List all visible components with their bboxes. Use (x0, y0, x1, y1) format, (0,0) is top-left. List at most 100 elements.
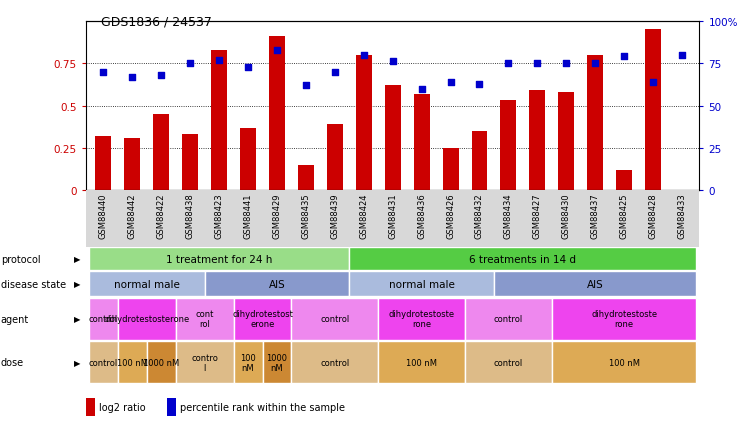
Point (444, 79, 456, 86)
Text: dihydrotestost
erone: dihydrotestost erone (232, 309, 293, 329)
Bar (530, 91, 545, 191)
Bar (118, 342, 147, 383)
Text: 6 treatments in 14 d: 6 treatments in 14 d (470, 254, 577, 264)
Bar (86, 398, 95, 416)
Bar (89, 298, 118, 340)
Point (97, 69, 109, 76)
Bar (233, 342, 263, 383)
Text: protocol: protocol (1, 254, 40, 264)
Bar (89, 272, 205, 297)
Text: GSM88438: GSM88438 (186, 193, 194, 238)
Text: control: control (494, 315, 523, 323)
Text: control: control (89, 315, 118, 323)
Bar (263, 342, 292, 383)
Text: cont
rol: cont rol (195, 309, 214, 329)
Text: GSM88440: GSM88440 (99, 193, 108, 238)
Point (416, 86, 428, 93)
Text: GSM88436: GSM88436 (417, 193, 426, 238)
Point (531, 60, 543, 67)
Bar (183, 135, 198, 191)
Point (647, 79, 659, 86)
Point (560, 60, 572, 67)
Bar (443, 148, 459, 191)
Text: ▶: ▶ (74, 315, 80, 323)
Bar (414, 95, 429, 191)
Text: 100 nM: 100 nM (117, 358, 148, 367)
Bar (465, 298, 552, 340)
Point (271, 47, 283, 54)
Point (156, 72, 168, 79)
Point (329, 69, 341, 76)
Text: contro
l: contro l (191, 353, 218, 372)
Point (503, 60, 515, 67)
Bar (205, 272, 349, 297)
Text: AIS: AIS (587, 279, 604, 289)
Text: GSM88430: GSM88430 (562, 193, 571, 238)
Point (589, 60, 601, 67)
Text: GSM88424: GSM88424 (359, 193, 368, 238)
Bar (89, 342, 118, 383)
Bar (645, 30, 661, 191)
Text: GSM88426: GSM88426 (446, 193, 455, 238)
Bar (552, 342, 696, 383)
Text: GSM88437: GSM88437 (591, 193, 600, 238)
Text: 100 nM: 100 nM (609, 358, 640, 367)
Bar (176, 342, 233, 383)
Bar (384, 86, 401, 191)
Bar (471, 132, 488, 191)
Text: GDS1836 / 24537: GDS1836 / 24537 (101, 15, 212, 28)
Bar (378, 342, 465, 383)
Point (358, 52, 370, 59)
Text: ▶: ▶ (74, 255, 80, 264)
Text: GSM88442: GSM88442 (128, 193, 137, 238)
Point (242, 64, 254, 71)
Point (676, 52, 688, 59)
Bar (587, 56, 603, 191)
Bar (124, 138, 141, 191)
Text: GSM88429: GSM88429 (272, 193, 281, 238)
Text: GSM88427: GSM88427 (533, 193, 542, 238)
Text: control: control (320, 315, 349, 323)
Bar (616, 171, 632, 191)
Text: normal male: normal male (114, 279, 180, 289)
Text: control: control (494, 358, 523, 367)
Text: percentile rank within the sample: percentile rank within the sample (180, 402, 345, 412)
Text: GSM88433: GSM88433 (678, 193, 687, 238)
Text: GSM88441: GSM88441 (244, 193, 253, 238)
Bar (552, 298, 696, 340)
Text: disease state: disease state (1, 279, 66, 289)
Bar (378, 298, 465, 340)
Text: GSM88428: GSM88428 (649, 193, 657, 238)
Point (213, 57, 225, 64)
Bar (327, 125, 343, 191)
Text: 1000
nM: 1000 nM (266, 353, 287, 372)
Text: agent: agent (1, 314, 29, 324)
Bar (349, 248, 696, 271)
Bar (176, 298, 233, 340)
Bar (269, 37, 285, 191)
Bar (153, 115, 169, 191)
Point (126, 74, 138, 81)
Bar (89, 248, 349, 271)
Text: 1 treatment for 24 h: 1 treatment for 24 h (166, 254, 272, 264)
Text: log2 ratio: log2 ratio (99, 402, 146, 412)
Text: 1000 nM: 1000 nM (143, 358, 180, 367)
Text: control: control (89, 358, 118, 367)
Text: dose: dose (1, 358, 24, 367)
Text: dihydrotestosterone: dihydrotestosterone (104, 315, 189, 323)
Text: GSM88439: GSM88439 (331, 193, 340, 238)
Bar (211, 50, 227, 191)
Bar (167, 398, 177, 416)
Bar (118, 298, 176, 340)
Point (473, 81, 485, 88)
Bar (349, 272, 494, 297)
Bar (292, 298, 378, 340)
Text: GSM88434: GSM88434 (504, 193, 513, 238)
Text: dihydrotestoste
rone: dihydrotestoste rone (591, 309, 657, 329)
Bar (298, 165, 314, 191)
Point (618, 54, 630, 61)
Bar (147, 342, 176, 383)
Text: GSM88432: GSM88432 (475, 193, 484, 238)
Bar (233, 298, 292, 340)
Text: control: control (320, 358, 349, 367)
